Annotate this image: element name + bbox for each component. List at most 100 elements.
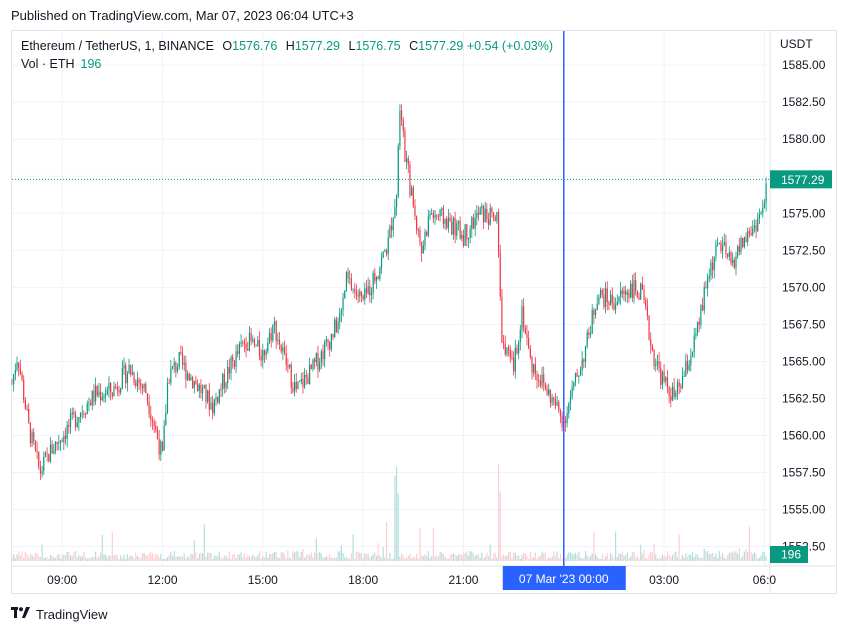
open-value: 1576.76: [232, 39, 278, 53]
candle-body: [591, 310, 593, 334]
candle-body: [421, 242, 423, 254]
candle-body: [307, 376, 309, 385]
volume-bar: [11, 557, 13, 561]
candle-body: [725, 241, 727, 255]
candle-body: [79, 413, 82, 418]
volume-bar: [160, 553, 162, 561]
candle-body: [18, 362, 20, 369]
volume-bar: [153, 557, 155, 561]
volume-bar: [63, 554, 65, 561]
volume-bar: [349, 558, 351, 561]
volume-bar: [340, 545, 342, 561]
volume-bar: [125, 558, 127, 561]
volume-bar: [429, 558, 431, 561]
volume-bar: [83, 551, 85, 561]
volume-bar: [484, 556, 486, 561]
candle-body: [763, 203, 766, 208]
volume-value: 196: [80, 57, 102, 71]
volume-bar: [658, 557, 660, 561]
volume-bar: [641, 553, 643, 561]
candle-body: [350, 278, 353, 290]
volume-bar: [725, 558, 727, 561]
volume-bar: [593, 532, 595, 561]
volume-bar: [253, 556, 256, 561]
candle-body: [685, 360, 687, 377]
candle-body: [319, 362, 321, 370]
volume-bar: [257, 555, 259, 561]
volume-bar: [561, 558, 563, 561]
candle-body: [332, 333, 334, 338]
volume-bar: [161, 558, 164, 561]
volume-bar: [278, 557, 281, 561]
candle-body: [188, 373, 190, 381]
currency-label[interactable]: USDT: [780, 37, 813, 51]
candle-body: [384, 250, 386, 252]
volume-bar: [742, 555, 744, 561]
candle-body: [533, 364, 535, 373]
candle-body: [757, 218, 759, 232]
volume-bar: [660, 558, 662, 561]
candle-body: [513, 357, 515, 372]
volume-bar: [185, 558, 187, 561]
candle-body: [120, 388, 122, 393]
volume-bar: [718, 550, 720, 561]
candle-body: [740, 237, 742, 252]
candle-body: [71, 412, 73, 415]
candle-body: [100, 391, 102, 401]
candle-body: [578, 375, 580, 377]
candle-body: [481, 206, 483, 209]
candle-body: [743, 237, 745, 247]
volume-bar: [210, 553, 212, 561]
volume-bar: [497, 464, 500, 561]
volume-bar: [722, 553, 724, 561]
candle-body: [497, 212, 500, 253]
volume-bar: [678, 534, 680, 561]
candle-body: [339, 313, 341, 322]
candle-body: [454, 217, 456, 236]
volume-bar: [205, 556, 207, 561]
candle-body: [613, 303, 615, 310]
volume-bar: [270, 554, 272, 561]
volume-bar: [661, 554, 664, 561]
volume-bar: [467, 555, 470, 561]
volume-bar: [285, 558, 287, 561]
volume-bar: [136, 556, 139, 561]
volume-bar: [414, 557, 416, 561]
volume-bar: [625, 555, 627, 561]
candle-body: [145, 384, 147, 394]
candle-body: [310, 364, 312, 369]
candle-body: [526, 333, 528, 339]
volume-bar: [100, 552, 102, 561]
candle-body: [588, 332, 590, 335]
volume-bar: [111, 531, 113, 561]
candle-body: [382, 251, 384, 258]
chart-frame[interactable]: [11, 30, 837, 594]
volume-bar: [16, 554, 18, 561]
candle-body: [243, 342, 246, 344]
volume-bar: [765, 556, 767, 561]
candle-body: [84, 414, 87, 415]
candle-body: [432, 213, 434, 218]
candle-body: [543, 374, 545, 383]
close-label: C: [409, 39, 419, 53]
candle-body: [727, 254, 729, 257]
candle-body: [225, 383, 227, 388]
candle-body: [722, 245, 724, 251]
volume-bar: [385, 521, 388, 561]
volume-bar: [218, 551, 220, 561]
candle-body: [680, 386, 682, 388]
volume-bar: [509, 551, 511, 561]
candle-body: [170, 368, 172, 384]
candle-body: [643, 289, 645, 300]
candle-body: [579, 370, 582, 376]
volume-bar: [551, 556, 553, 561]
volume-bar: [307, 554, 309, 561]
candle-body: [487, 219, 490, 225]
volume-bar: [334, 557, 336, 561]
volume-bar: [651, 552, 653, 561]
candle-body: [38, 451, 40, 467]
volume-bar: [611, 555, 613, 561]
volume-bar: [459, 553, 461, 561]
candle-body: [464, 224, 466, 246]
